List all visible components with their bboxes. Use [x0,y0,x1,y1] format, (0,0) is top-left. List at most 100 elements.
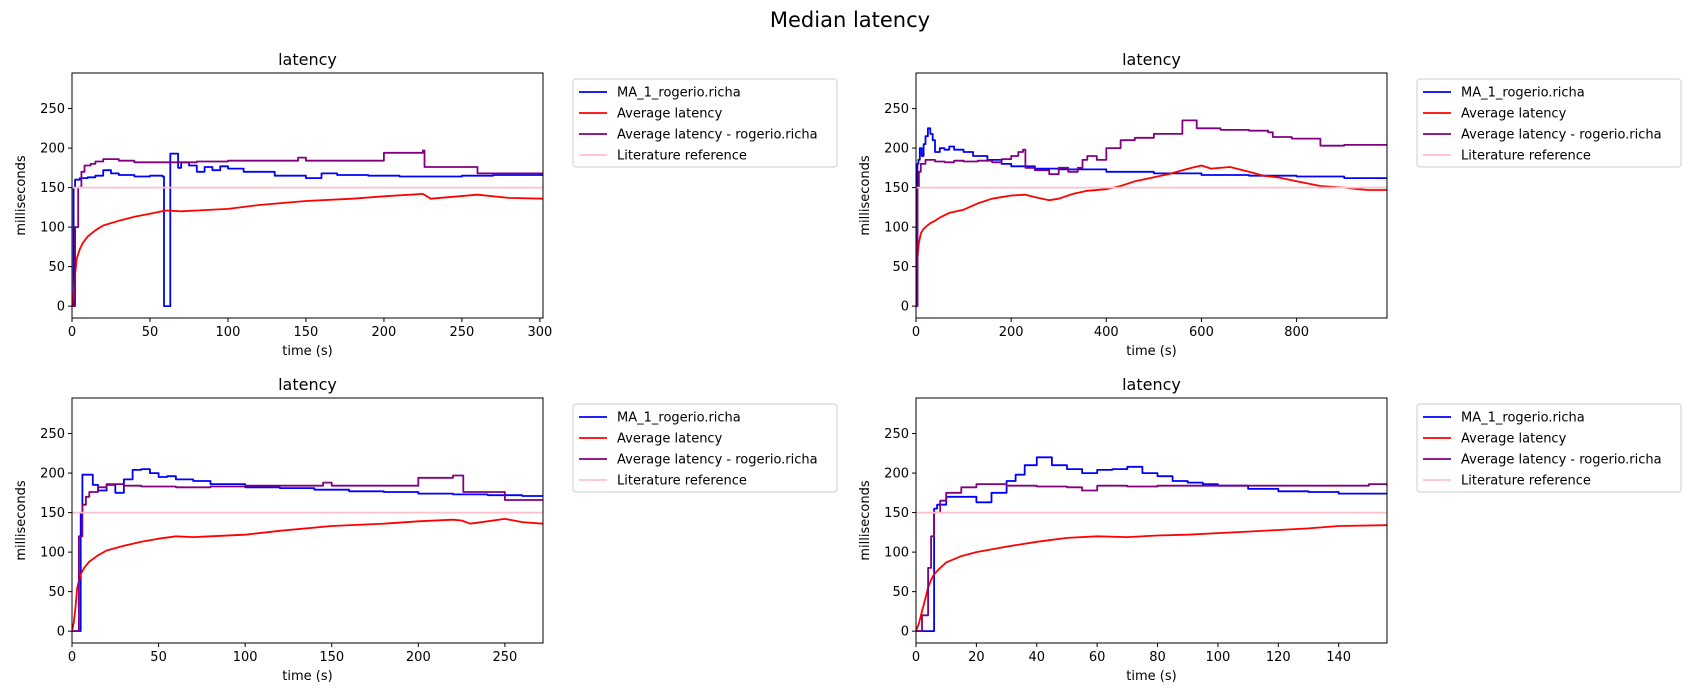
x-tick-label: 400 [1094,325,1119,340]
x-tick-label: 250 [492,650,517,665]
y-tick-label: 250 [40,102,65,117]
x-tick-label: 50 [142,325,159,340]
x-tick-label: 140 [1326,650,1351,665]
legend-label: Average latency - rogerio.richa [1461,128,1662,143]
y-axis-label: milliseconds [858,480,873,560]
legend-label: Literature reference [617,149,747,164]
series-group [72,468,543,632]
legend-label: MA_1_rogerio.richa [617,411,741,426]
legend-label: MA_1_rogerio.richa [1461,86,1585,101]
legend: MA_1_rogerio.richa Average latency Average… [572,403,838,493]
y-tick-label: 150 [40,506,65,521]
series-line-ma-1-rogerio-richa [72,468,543,632]
series-line-average-latency [916,524,1387,632]
x-tick-label: 60 [1089,650,1106,665]
legend-label: Average latency [617,107,723,122]
subplot-4: latency 0 20 40 60 80 100 120 140 0 50 100 150 200 250… [858,375,1682,684]
legend-label: Literature reference [1461,474,1591,489]
x-tick-label: 0 [68,650,76,665]
y-tick-label: 100 [40,546,65,561]
legend-label: Literature reference [617,474,747,489]
x-tick-label: 80 [1149,650,1166,665]
x-tick-label: 200 [372,325,397,340]
legend: MA_1_rogerio.richa Average latency Average… [1416,78,1682,168]
series-line-average-latency-rogerio-richa [72,149,543,307]
y-tick-label: 150 [884,181,909,196]
legend-frame [572,403,838,493]
y-tick-label: 50 [48,585,65,600]
y-tick-label: 0 [57,300,65,315]
y-tick-label: 150 [40,181,65,196]
x-axis-label: time (s) [1126,669,1176,684]
series-line-average-latency-rogerio-richa [916,483,1387,632]
y-tick-label: 50 [892,585,909,600]
legend-label: MA_1_rogerio.richa [617,86,741,101]
x-axis-label: time (s) [1126,344,1176,359]
x-tick-label: 800 [1284,325,1309,340]
subplot-title: latency [278,50,337,69]
x-tick-label: 40 [1028,650,1045,665]
y-tick-label: 0 [901,625,909,640]
x-tick-label: 150 [319,650,344,665]
x-tick-label: 200 [999,325,1024,340]
series-group [72,149,543,307]
legend-label: Average latency - rogerio.richa [617,453,818,468]
plot-frame [71,397,544,644]
legend-label: Average latency [617,432,723,447]
subplot-title: latency [278,375,337,394]
x-tick-label: 0 [68,325,76,340]
series-line-average-latency-rogerio-richa [916,119,1387,307]
y-tick-label: 250 [884,102,909,117]
x-tick-label: 200 [406,650,431,665]
legend-label: Literature reference [1461,149,1591,164]
series-group [916,456,1387,632]
x-axis-label: time (s) [282,669,332,684]
plot-frame [915,397,1388,644]
x-tick-label: 150 [294,325,319,340]
legend-frame [1416,403,1682,493]
legend-label: Average latency [1461,432,1567,447]
subplot-3: latency 0 50 100 150 200 250 0 50 100 150 200 250 tim… [14,375,838,684]
y-tick-label: 250 [40,427,65,442]
x-tick-label: 600 [1189,325,1214,340]
series-line-ma-1-rogerio-richa [916,127,1387,307]
plot-frame [71,72,544,319]
x-tick-label: 20 [968,650,985,665]
x-tick-label: 250 [449,325,474,340]
series-group [916,119,1387,307]
x-tick-label: 120 [1266,650,1291,665]
series-line-average-latency [72,518,543,632]
x-axis-label: time (s) [282,344,332,359]
x-tick-label: 100 [216,325,241,340]
legend-label: Average latency - rogerio.richa [1461,453,1662,468]
legend: MA_1_rogerio.richa Average latency Average… [572,78,838,168]
y-tick-label: 200 [40,142,65,157]
subplot-title: latency [1122,375,1181,394]
legend-label: Average latency - rogerio.richa [617,128,818,143]
y-tick-label: 150 [884,506,909,521]
plot-frame [915,72,1388,319]
figure-title: Median latency [769,8,931,32]
y-tick-label: 200 [40,467,65,482]
legend-frame [1416,78,1682,168]
x-tick-label: 300 [527,325,552,340]
y-tick-label: 50 [48,260,65,275]
series-line-average-latency-rogerio-richa [72,474,543,632]
y-axis-label: milliseconds [14,155,29,235]
series-line-average-latency [72,193,543,307]
series-line-ma-1-rogerio-richa [72,152,543,307]
y-tick-label: 200 [884,142,909,157]
x-tick-label: 0 [912,325,920,340]
subplot-title: latency [1122,50,1181,69]
legend-frame [572,78,838,168]
series-line-average-latency [916,164,1387,307]
y-tick-label: 100 [40,221,65,236]
x-tick-label: 100 [233,650,258,665]
legend-label: MA_1_rogerio.richa [1461,411,1585,426]
legend: MA_1_rogerio.richa Average latency Average… [1416,403,1682,493]
y-tick-label: 250 [884,427,909,442]
y-axis-label: milliseconds [858,155,873,235]
y-tick-label: 0 [57,625,65,640]
